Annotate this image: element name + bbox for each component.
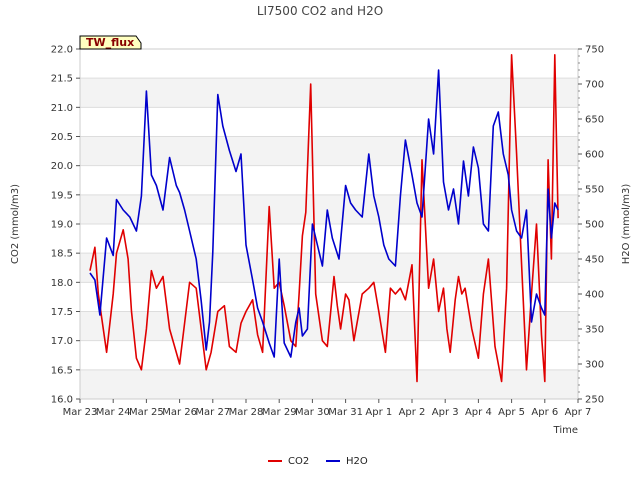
y-left-tick-label: 16.5 [51,365,73,376]
site-tag-label: TW_flux [86,36,134,49]
x-tick-label: Apr 4 [465,407,492,418]
y-right-tick-label: 400 [585,290,604,301]
plot-band [80,282,578,312]
plot-band [80,107,578,137]
x-tick-label: Mar 23 [63,407,98,418]
y-axis-right: 250 300 350 400 450 500 550 600 650 700 750 [578,45,604,406]
x-tick-label: Mar 31 [328,407,363,418]
legend: CO2 H2O [268,456,368,467]
series-layer [89,53,559,383]
y-right-tick-label: 450 [585,255,604,266]
x-tick-label: Apr 6 [531,407,558,418]
x-tick-label: Apr 5 [498,407,525,418]
y-left-tick-label: 21.5 [51,74,73,85]
y-left-tick-label: 21.0 [51,103,73,114]
legend-label-co2: CO2 [288,456,309,467]
plot-band [80,49,578,79]
x-tick-label: Mar 26 [162,407,197,418]
y-left-tick-label: 17.0 [51,336,73,347]
x-axis-label: Time [553,425,578,436]
y-right-tick-label: 500 [585,220,604,231]
plot-band [80,136,578,166]
y-left-tick-label: 20.0 [51,161,73,172]
y-right-tick-label: 250 [585,395,604,406]
site-tag: TW_flux [79,35,142,50]
x-tick-label: Mar 25 [129,407,164,418]
y-right-tick-label: 300 [585,360,604,371]
chart-title: LI7500 CO2 and H2O [257,4,383,18]
x-tick-label: Apr 3 [432,407,459,418]
y-right-tick-label: 700 [585,80,604,91]
y-left-tick-label: 20.5 [51,132,73,143]
legend-label-h2o: H2O [346,456,368,467]
x-tick-label: Apr 1 [365,407,392,418]
x-tick-label: Apr 7 [565,407,592,418]
y-right-tick-label: 550 [585,185,604,196]
x-tick-label: Mar 28 [229,407,264,418]
y-left-tick-label: 19.0 [51,220,73,231]
plot-band [80,224,578,254]
x-tick-label: Mar 29 [262,407,297,418]
plot-band [80,253,578,283]
y-right-tick-label: 750 [585,45,604,56]
y-left-tick-label: 18.0 [51,278,73,289]
y-left-tick-label: 17.5 [51,307,73,318]
y-axis-left: 16.0 16.5 17.0 17.5 18.0 18.5 19.0 19.5 20.0 20.5… [51,45,80,406]
y-right-tick-label: 350 [585,325,604,336]
y-right-tick-label: 600 [585,150,604,161]
y-axis-left-label: CO2 (mmol/m3) [10,184,21,264]
x-tick-label: Mar 24 [96,407,131,418]
y-right-tick-label: 650 [585,115,604,126]
y-left-tick-label: 22.0 [51,45,73,56]
plot-band [80,369,578,399]
plot-band [80,165,578,195]
series-line-co2 [89,53,559,383]
x-tick-label: Mar 30 [295,407,330,418]
y-axis-right-label: H2O (mmol/m3) [621,184,632,265]
plot-band [80,78,578,108]
series-line-h2o [89,69,559,358]
y-left-tick-label: 16.0 [51,395,73,406]
y-left-tick-label: 19.5 [51,190,73,201]
x-tick-label: Apr 2 [399,407,426,418]
x-tick-label: Mar 27 [195,407,230,418]
y-left-tick-label: 18.5 [51,249,73,260]
